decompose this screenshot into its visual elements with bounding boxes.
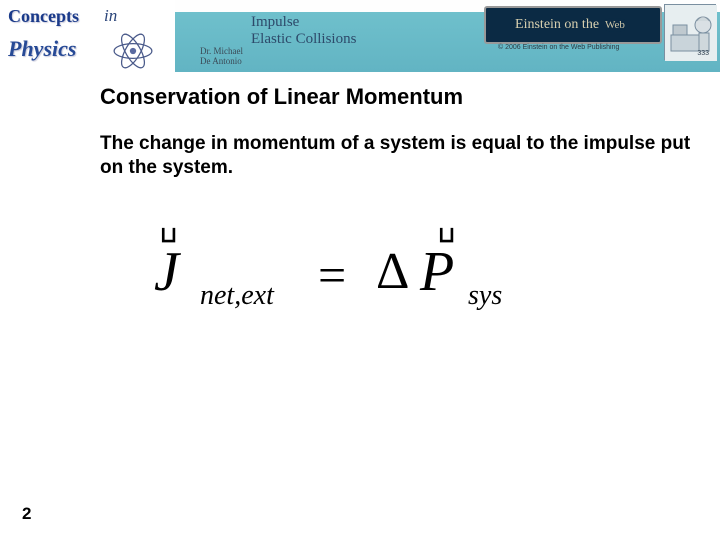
slide-title: Conservation of Linear Momentum bbox=[100, 84, 700, 110]
symbol-p: P bbox=[420, 240, 454, 304]
slide-body-text: The change in momentum of a system is eq… bbox=[100, 132, 700, 180]
author-name: Dr. Michael De Antonio bbox=[200, 47, 243, 67]
brand-line1: Concepts bbox=[8, 6, 79, 27]
impulse-equation: ⊔ J net,ext = Δ ⊔ P sys bbox=[160, 240, 700, 360]
brand-line2: Physics bbox=[8, 36, 76, 62]
publisher-logo-text: Einstein on the bbox=[515, 17, 599, 33]
atom-icon bbox=[112, 30, 154, 72]
header-mid: Impulse Elastic Collisions Dr. Michael D… bbox=[175, 0, 480, 72]
figure-number: 333 bbox=[697, 50, 709, 57]
symbol-delta: Δ bbox=[376, 242, 409, 301]
author-line1: Dr. Michael bbox=[200, 46, 243, 56]
copyright-text: © 2006 Einstein on the Web Publishing bbox=[498, 44, 619, 51]
publisher-logo-web: Web bbox=[601, 18, 629, 32]
slide-header: Concepts in Physics TM Impulse Elastic C… bbox=[0, 0, 720, 72]
subscript-netext: net,ext bbox=[200, 280, 274, 312]
course-title-line2: Elastic Collisions bbox=[251, 31, 356, 47]
publisher-logo: Einstein on the Web bbox=[484, 6, 662, 44]
brand-logo: Concepts in Physics bbox=[0, 0, 175, 72]
symbol-j: J bbox=[154, 240, 179, 304]
brand-in: in bbox=[104, 6, 117, 26]
equals-sign: = bbox=[318, 246, 346, 304]
course-title: Impulse Elastic Collisions bbox=[251, 14, 356, 47]
slide-content: Conservation of Linear Momentum The chan… bbox=[100, 84, 700, 360]
publisher-area: Einstein on the Web © 2006 Einstein on t… bbox=[480, 0, 720, 72]
einstein-illustration: 333 bbox=[664, 4, 716, 60]
page-number: 2 bbox=[22, 504, 31, 524]
author-line2: De Antonio bbox=[200, 56, 242, 66]
subscript-sys: sys bbox=[468, 280, 502, 312]
course-title-line1: Impulse bbox=[251, 14, 299, 30]
